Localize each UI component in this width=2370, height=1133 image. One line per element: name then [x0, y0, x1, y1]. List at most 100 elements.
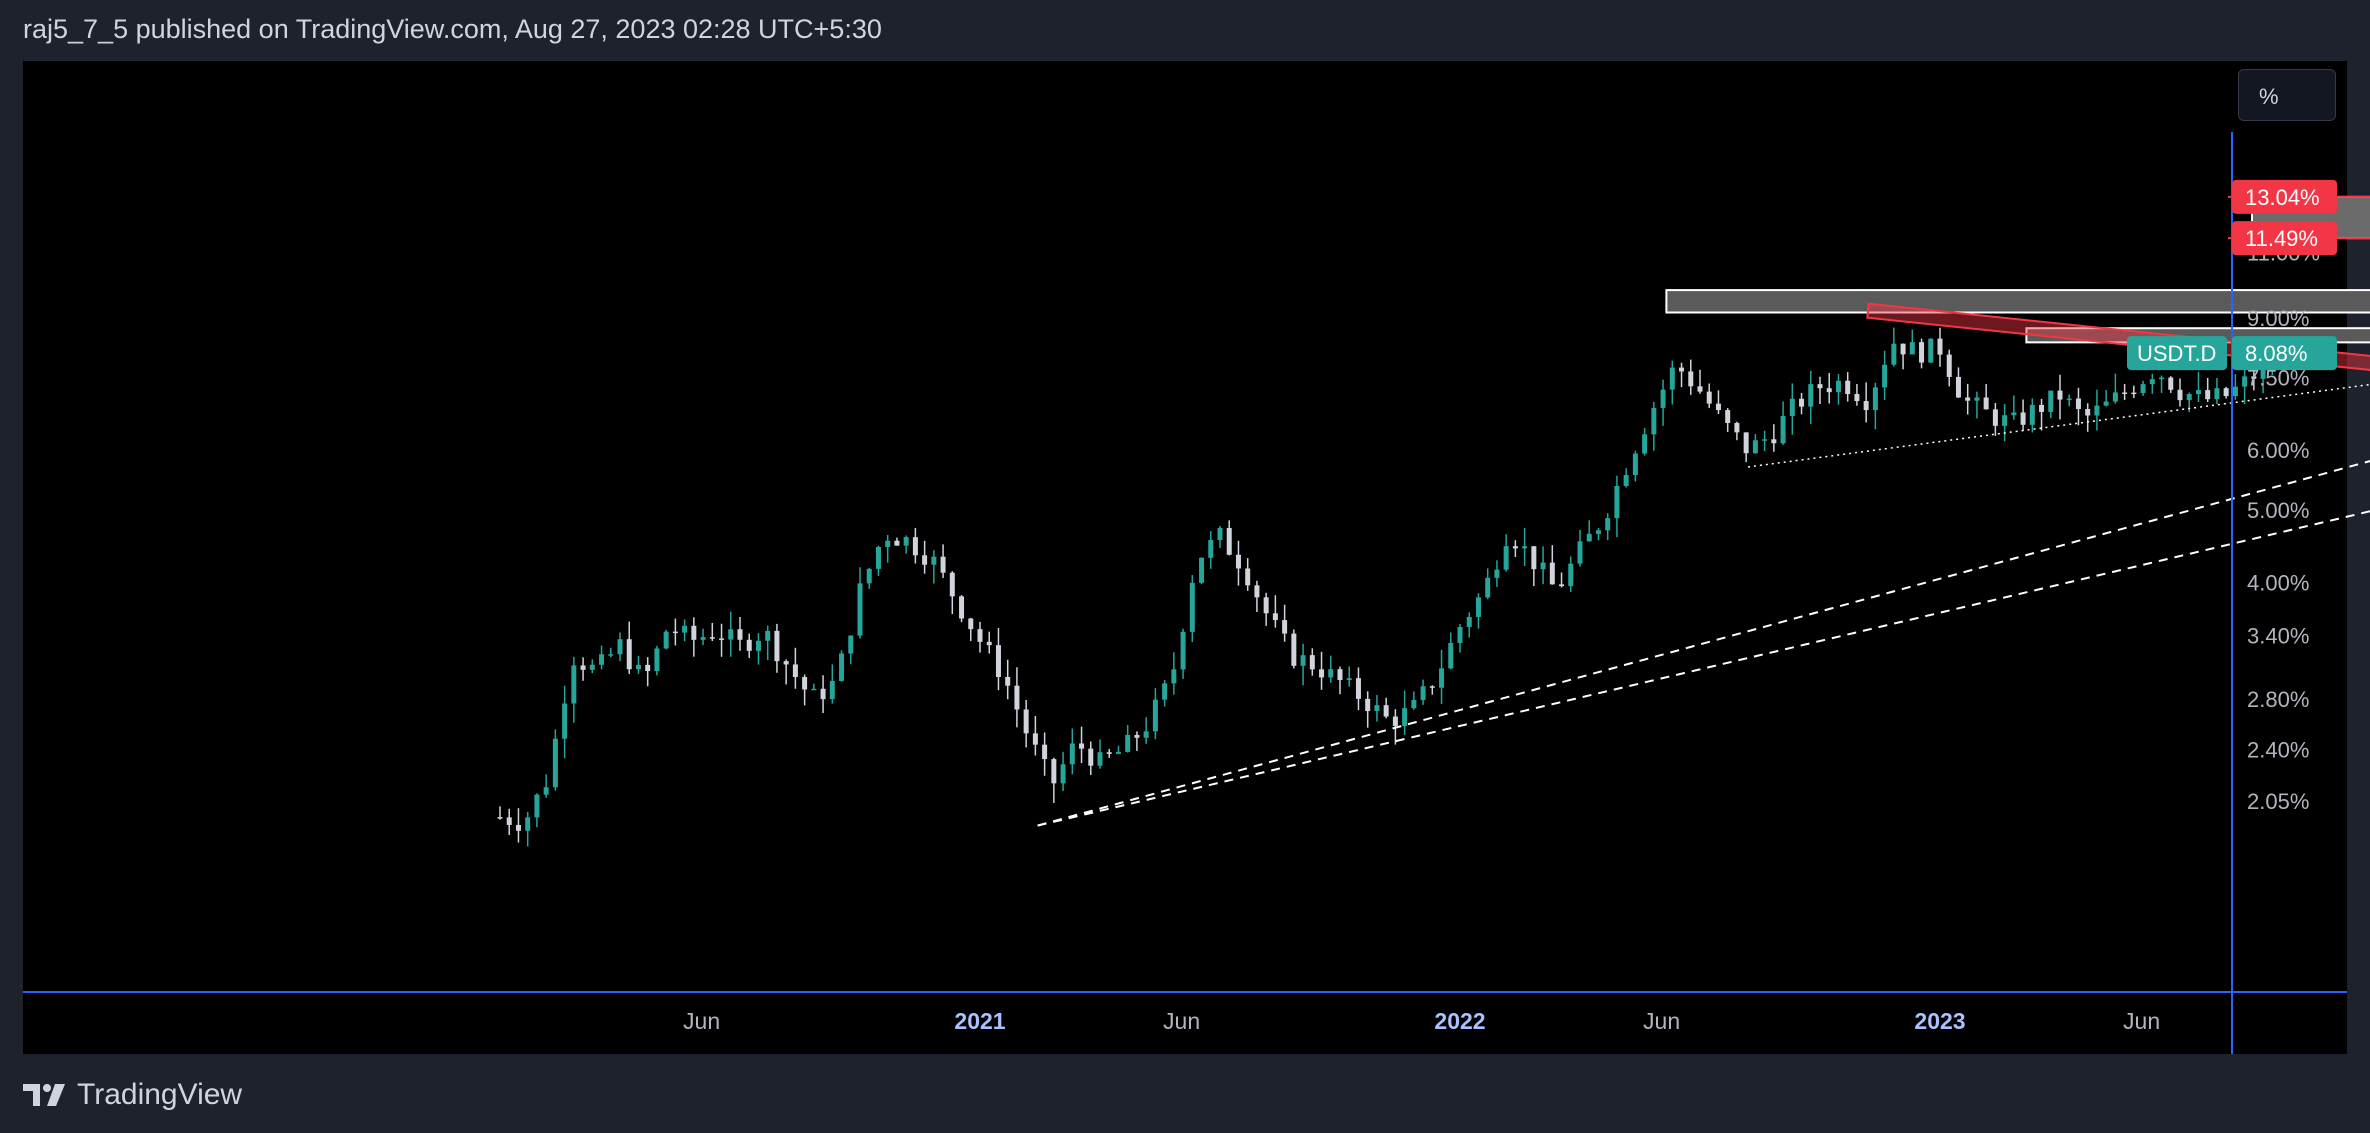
price-label-box — [2232, 179, 2337, 214]
candle-up — [2011, 412, 2017, 416]
triangle-support-line — [1747, 383, 2370, 468]
x-tick-label: Jun — [683, 1008, 720, 1034]
candle-up — [848, 635, 854, 654]
candle-up — [2149, 379, 2155, 385]
candle-down — [1337, 669, 1343, 681]
current-price-text: 8.08% — [2245, 341, 2307, 366]
current-price-box — [2232, 336, 2337, 371]
y-tick-label: 4.00% — [2247, 571, 2309, 596]
candle-up — [682, 625, 688, 633]
candle-down — [968, 618, 974, 630]
candle-up — [1457, 627, 1463, 643]
candle-down — [2168, 377, 2174, 390]
candle-up — [1475, 597, 1481, 617]
candle-down — [1088, 748, 1094, 766]
candle-down — [2205, 390, 2211, 400]
candle-up — [599, 654, 605, 665]
candle-up — [1060, 764, 1066, 784]
candle-down — [1254, 585, 1260, 598]
candle-down — [986, 641, 992, 646]
candle-up — [1780, 416, 1786, 444]
candle-down — [1549, 562, 1555, 585]
candle-up — [2094, 405, 2100, 416]
candle-down — [2085, 409, 2091, 416]
candle-down — [2057, 390, 2063, 400]
candle-down — [1697, 386, 1703, 392]
candle-up — [1152, 699, 1158, 732]
candle-down — [1291, 633, 1297, 666]
candle-down — [746, 639, 752, 651]
candle-up — [571, 665, 577, 704]
candle-up — [1328, 669, 1334, 678]
candle-up — [1439, 668, 1445, 688]
candle-down — [1919, 342, 1925, 363]
candle-up — [1466, 616, 1472, 628]
candle-up — [1835, 380, 1841, 393]
candle-down — [977, 629, 983, 642]
x-tick-label: 2021 — [954, 1008, 1005, 1034]
candle-down — [1706, 391, 1712, 404]
percent-scale-button[interactable]: % — [2238, 69, 2336, 121]
candle-up — [1808, 384, 1814, 407]
candle-up — [1208, 539, 1214, 558]
candle-up — [1632, 453, 1638, 476]
candle-up — [2002, 415, 2008, 426]
top-resistance-zone — [1665, 289, 2370, 314]
candle-up — [728, 629, 734, 640]
candle-down — [1771, 439, 1777, 444]
candle-up — [1752, 440, 1758, 454]
x-tick-label: Jun — [2123, 1008, 2160, 1034]
candle-up — [1346, 678, 1352, 681]
y-tick-label: 6.00% — [2247, 438, 2309, 463]
candle-down — [737, 629, 743, 640]
candle-down — [1955, 376, 1961, 398]
candle-down — [691, 625, 697, 640]
candle-up — [1411, 700, 1417, 709]
candle-down — [2177, 389, 2183, 401]
candle-down — [922, 555, 928, 565]
candle-down — [1263, 597, 1269, 614]
candle-down — [1355, 678, 1361, 699]
candle-up — [765, 630, 771, 641]
y-tick-label: 5.00% — [2247, 498, 2309, 523]
candle-up — [1494, 569, 1500, 578]
candle-down — [1946, 354, 1952, 377]
candle-up — [1402, 708, 1408, 726]
candle-down — [1799, 398, 1805, 407]
y-tick-label: 9.00% — [2247, 306, 2309, 331]
tradingview-logo-icon — [23, 1084, 67, 1106]
long-trendline-1 — [1037, 460, 2370, 827]
candle-down — [1365, 698, 1371, 712]
candle-down — [2223, 388, 2229, 397]
candle-up — [1217, 527, 1223, 540]
x-tick-label: 2023 — [1914, 1008, 1965, 1034]
y-tick-label: 2.80% — [2247, 687, 2309, 712]
candle-down — [940, 556, 946, 573]
candle-down — [1106, 752, 1112, 754]
candle-down — [719, 638, 725, 640]
candle-up — [562, 703, 568, 739]
candle-up — [1974, 397, 1980, 401]
candle-down — [1032, 733, 1038, 745]
candle-down — [792, 664, 798, 678]
candle-down — [1965, 397, 1971, 401]
candle-down — [1272, 613, 1278, 621]
candle-down — [2020, 412, 2026, 425]
candle-down — [2039, 404, 2045, 412]
candle-down — [1688, 371, 1694, 387]
candle-down — [1042, 744, 1048, 760]
candle-down — [1983, 397, 1989, 410]
candle-down — [1743, 432, 1749, 454]
candle-up — [1568, 563, 1574, 587]
candle-up — [608, 654, 614, 656]
candle-up — [755, 640, 761, 651]
candle-up — [1374, 705, 1380, 712]
candle-up — [829, 680, 835, 700]
candle-up — [857, 583, 863, 636]
candle-down — [2251, 376, 2257, 379]
candle-down — [1429, 686, 1435, 688]
candle-down — [1725, 410, 1731, 423]
candle-down — [774, 630, 780, 662]
candle-up — [1540, 562, 1546, 570]
